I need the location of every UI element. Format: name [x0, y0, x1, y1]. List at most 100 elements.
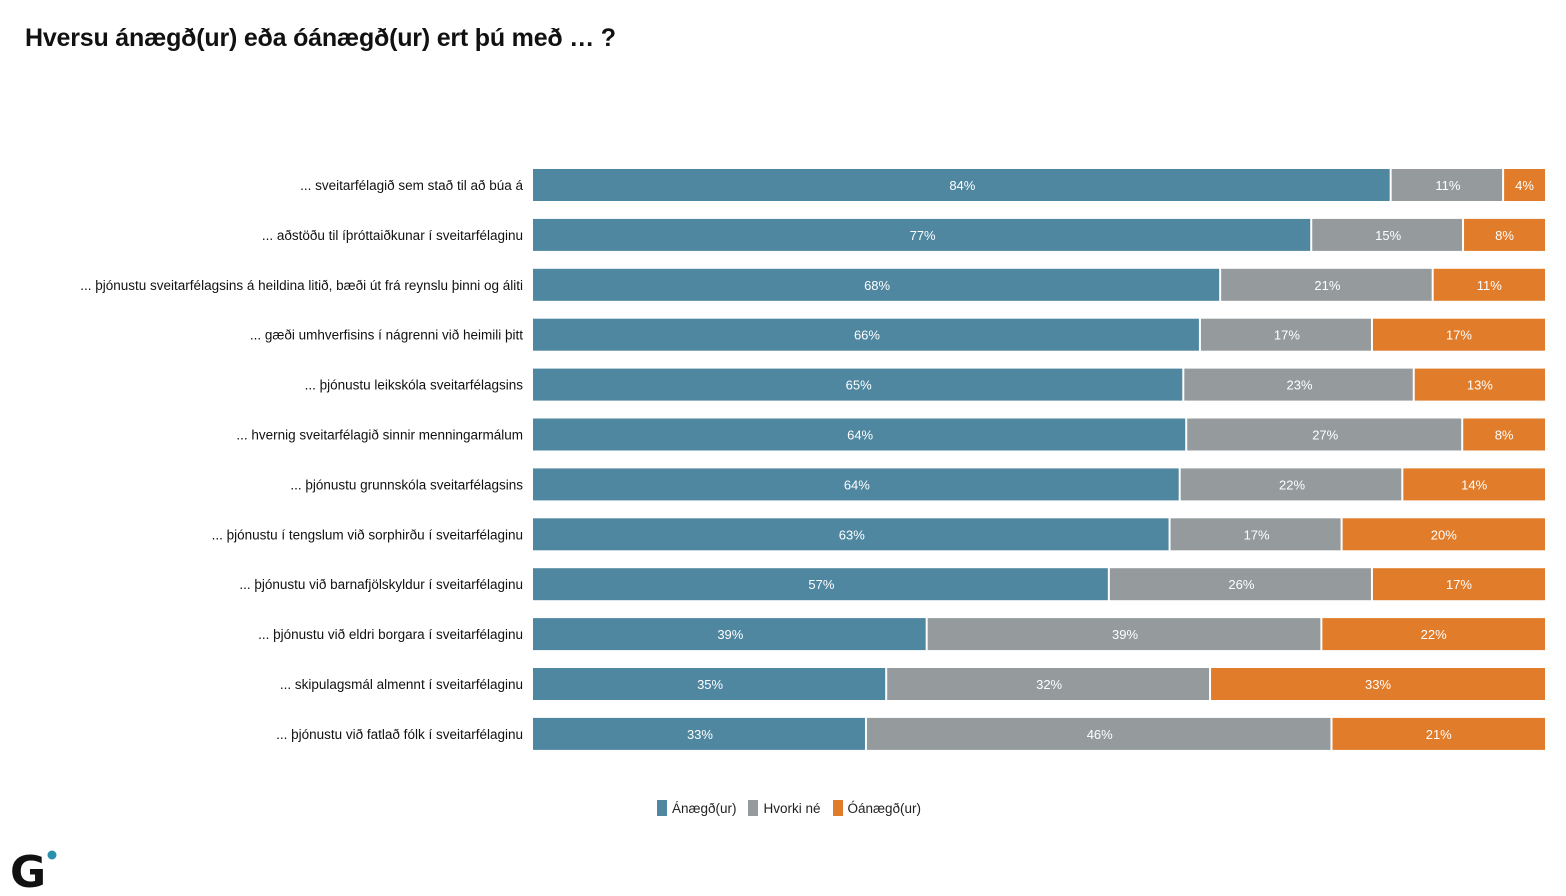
- bar-segment-neutral: [1391, 169, 1503, 201]
- bar-segment-dissatisfied: [1211, 668, 1545, 700]
- bar-segment-dissatisfied: [1322, 618, 1545, 651]
- bar-segment-dissatisfied: [1414, 368, 1545, 401]
- data-label-dissatisfied: 22%: [1421, 627, 1447, 642]
- bar-segment-neutral: [1184, 368, 1413, 401]
- category-label: ... þjónustu við fatlað fólk í sveitarfé…: [276, 727, 523, 742]
- bar-row: ... þjónustu grunnskóla sveitarfélagsins…: [290, 468, 1545, 501]
- g-logo-icon: G: [10, 848, 57, 890]
- data-label-dissatisfied: 21%: [1426, 727, 1452, 742]
- data-label-neutral: 23%: [1286, 378, 1312, 393]
- logo-letter: G: [10, 848, 46, 890]
- data-label-dissatisfied: 4%: [1515, 178, 1534, 193]
- data-label-neutral: 21%: [1314, 278, 1340, 293]
- bar-segment-neutral: [887, 668, 1210, 700]
- data-label-dissatisfied: 14%: [1461, 477, 1487, 492]
- data-label-neutral: 46%: [1087, 727, 1113, 742]
- bar-segment-satisfied: [533, 368, 1183, 401]
- bar-row: ... aðstöðu til íþróttaiðkunar í sveitar…: [262, 218, 1545, 251]
- data-label-satisfied: 84%: [949, 178, 975, 193]
- data-label-satisfied: 63%: [839, 527, 865, 542]
- data-label-satisfied: 65%: [846, 378, 872, 393]
- data-label-neutral: 17%: [1274, 328, 1300, 343]
- data-label-satisfied: 77%: [910, 228, 936, 243]
- data-label-satisfied: 57%: [808, 577, 834, 592]
- category-label: ... þjónustu við eldri borgara í sveitar…: [258, 627, 523, 642]
- bar-segment-neutral: [866, 717, 1331, 750]
- legend-item-dissatisfied: Óánægð(ur): [832, 800, 922, 816]
- bar-row: ... þjónustu við eldri borgara í sveitar…: [258, 618, 1545, 651]
- bar-segment-neutral: [1109, 568, 1371, 601]
- data-label-satisfied: 64%: [844, 477, 870, 492]
- bar-segment-dissatisfied: [1342, 518, 1545, 551]
- bar-segment-dissatisfied: [1504, 169, 1545, 201]
- bar-segment-satisfied: [533, 668, 886, 700]
- bar-row: ... hvernig sveitarfélagið sinnir mennin…: [236, 418, 1545, 451]
- category-label: ... þjónustu sveitarfélagsins á heildina…: [80, 278, 523, 293]
- data-label-satisfied: 68%: [864, 278, 890, 293]
- bar-segment-dissatisfied: [1433, 268, 1545, 301]
- bar-segment-satisfied: [533, 468, 1179, 501]
- bar-segment-satisfied: [533, 518, 1169, 551]
- data-label-satisfied: 39%: [717, 627, 743, 642]
- chart-title: Hversu ánægð(ur) eða óánægð(ur) ert þú m…: [25, 24, 616, 52]
- bar-segment-satisfied: [533, 618, 926, 651]
- category-label: ... hvernig sveitarfélagið sinnir mennin…: [236, 428, 523, 443]
- stacked-bar-chart: ... sveitarfélagið sem stað til að búa á…: [80, 169, 1545, 750]
- bar-row: ... þjónustu við barnafjölskyldur í svei…: [239, 568, 1545, 601]
- bar-row: ... þjónustu leikskóla sveitarfélagsins 6…: [305, 368, 1545, 401]
- legend-swatch-neutral: [748, 800, 759, 816]
- data-label-neutral: 17%: [1244, 527, 1270, 542]
- legend-label-satisfied: Ánægð(ur): [671, 800, 737, 816]
- data-label-neutral: 32%: [1036, 677, 1062, 692]
- legend-item-satisfied: Ánægð(ur): [656, 800, 737, 816]
- category-label: ... aðstöðu til íþróttaiðkunar í sveitar…: [262, 228, 523, 243]
- logo-dot: [47, 850, 57, 860]
- legend-swatch-satisfied: [656, 800, 667, 816]
- bar-segment-neutral: [1180, 468, 1402, 501]
- bar-segment-satisfied: [533, 418, 1186, 451]
- data-label-neutral: 26%: [1228, 577, 1254, 592]
- legend: Ánægð(ur) Hvorki né Óánægð(ur): [0, 800, 1566, 816]
- data-label-dissatisfied: 20%: [1431, 527, 1457, 542]
- legend-item-neutral: Hvorki né: [748, 800, 821, 816]
- bar-segment-neutral: [927, 618, 1321, 651]
- bar-row: ... þjónustu við fatlað fólk í sveitarfé…: [276, 717, 1545, 750]
- data-label-satisfied: 66%: [854, 328, 880, 343]
- legend-swatch-dissatisfied: [832, 800, 843, 816]
- bar-segment-dissatisfied: [1332, 717, 1545, 750]
- category-label: ... skipulagsmál almennt í sveitarfélagi…: [280, 677, 523, 692]
- legend-label-dissatisfied: Óánægð(ur): [847, 800, 922, 816]
- data-label-satisfied: 33%: [687, 727, 713, 742]
- data-label-dissatisfied: 13%: [1467, 378, 1493, 393]
- bar-segment-satisfied: [533, 318, 1199, 351]
- bar-segment-neutral: [1221, 268, 1432, 301]
- data-label-satisfied: 64%: [847, 428, 873, 443]
- bar-row: ... sveitarfélagið sem stað til að búa á…: [300, 169, 1545, 201]
- data-label-dissatisfied: 33%: [1365, 677, 1391, 692]
- bar-row: ... gæði umhverfisins í nágrenni við hei…: [250, 318, 1545, 351]
- bar-segment-satisfied: [533, 268, 1220, 301]
- bar-segment-dissatisfied: [1464, 218, 1545, 251]
- bar-segment-neutral: [1312, 218, 1463, 251]
- data-label-dissatisfied: 8%: [1495, 428, 1514, 443]
- bar-segment-dissatisfied: [1372, 568, 1545, 601]
- bar-segment-satisfied: [533, 717, 865, 750]
- data-label-satisfied: 35%: [697, 677, 723, 692]
- data-label-neutral: 39%: [1112, 627, 1138, 642]
- bar-segment-dissatisfied: [1403, 468, 1545, 501]
- category-label: ... þjónustu í tengslum við sorphirðu í …: [212, 527, 523, 542]
- category-label: ... þjónustu við barnafjölskyldur í svei…: [239, 577, 523, 592]
- data-label-dissatisfied: 17%: [1446, 328, 1472, 343]
- data-label-dissatisfied: 11%: [1477, 278, 1502, 293]
- bar-segment-neutral: [1170, 518, 1341, 551]
- bar-segment-satisfied: [533, 568, 1108, 601]
- bar-segment-satisfied: [533, 169, 1390, 201]
- category-label: ... þjónustu leikskóla sveitarfélagsins: [305, 378, 524, 393]
- bar-row: ... þjónustu í tengslum við sorphirðu í …: [212, 518, 1545, 551]
- category-label: ... sveitarfélagið sem stað til að búa á: [300, 178, 523, 193]
- bar-segment-dissatisfied: [1463, 418, 1545, 451]
- data-label-neutral: 11%: [1435, 178, 1460, 193]
- category-label: ... þjónustu grunnskóla sveitarfélagsins: [290, 477, 523, 492]
- data-label-neutral: 22%: [1279, 477, 1305, 492]
- bar-segment-satisfied: [533, 218, 1311, 251]
